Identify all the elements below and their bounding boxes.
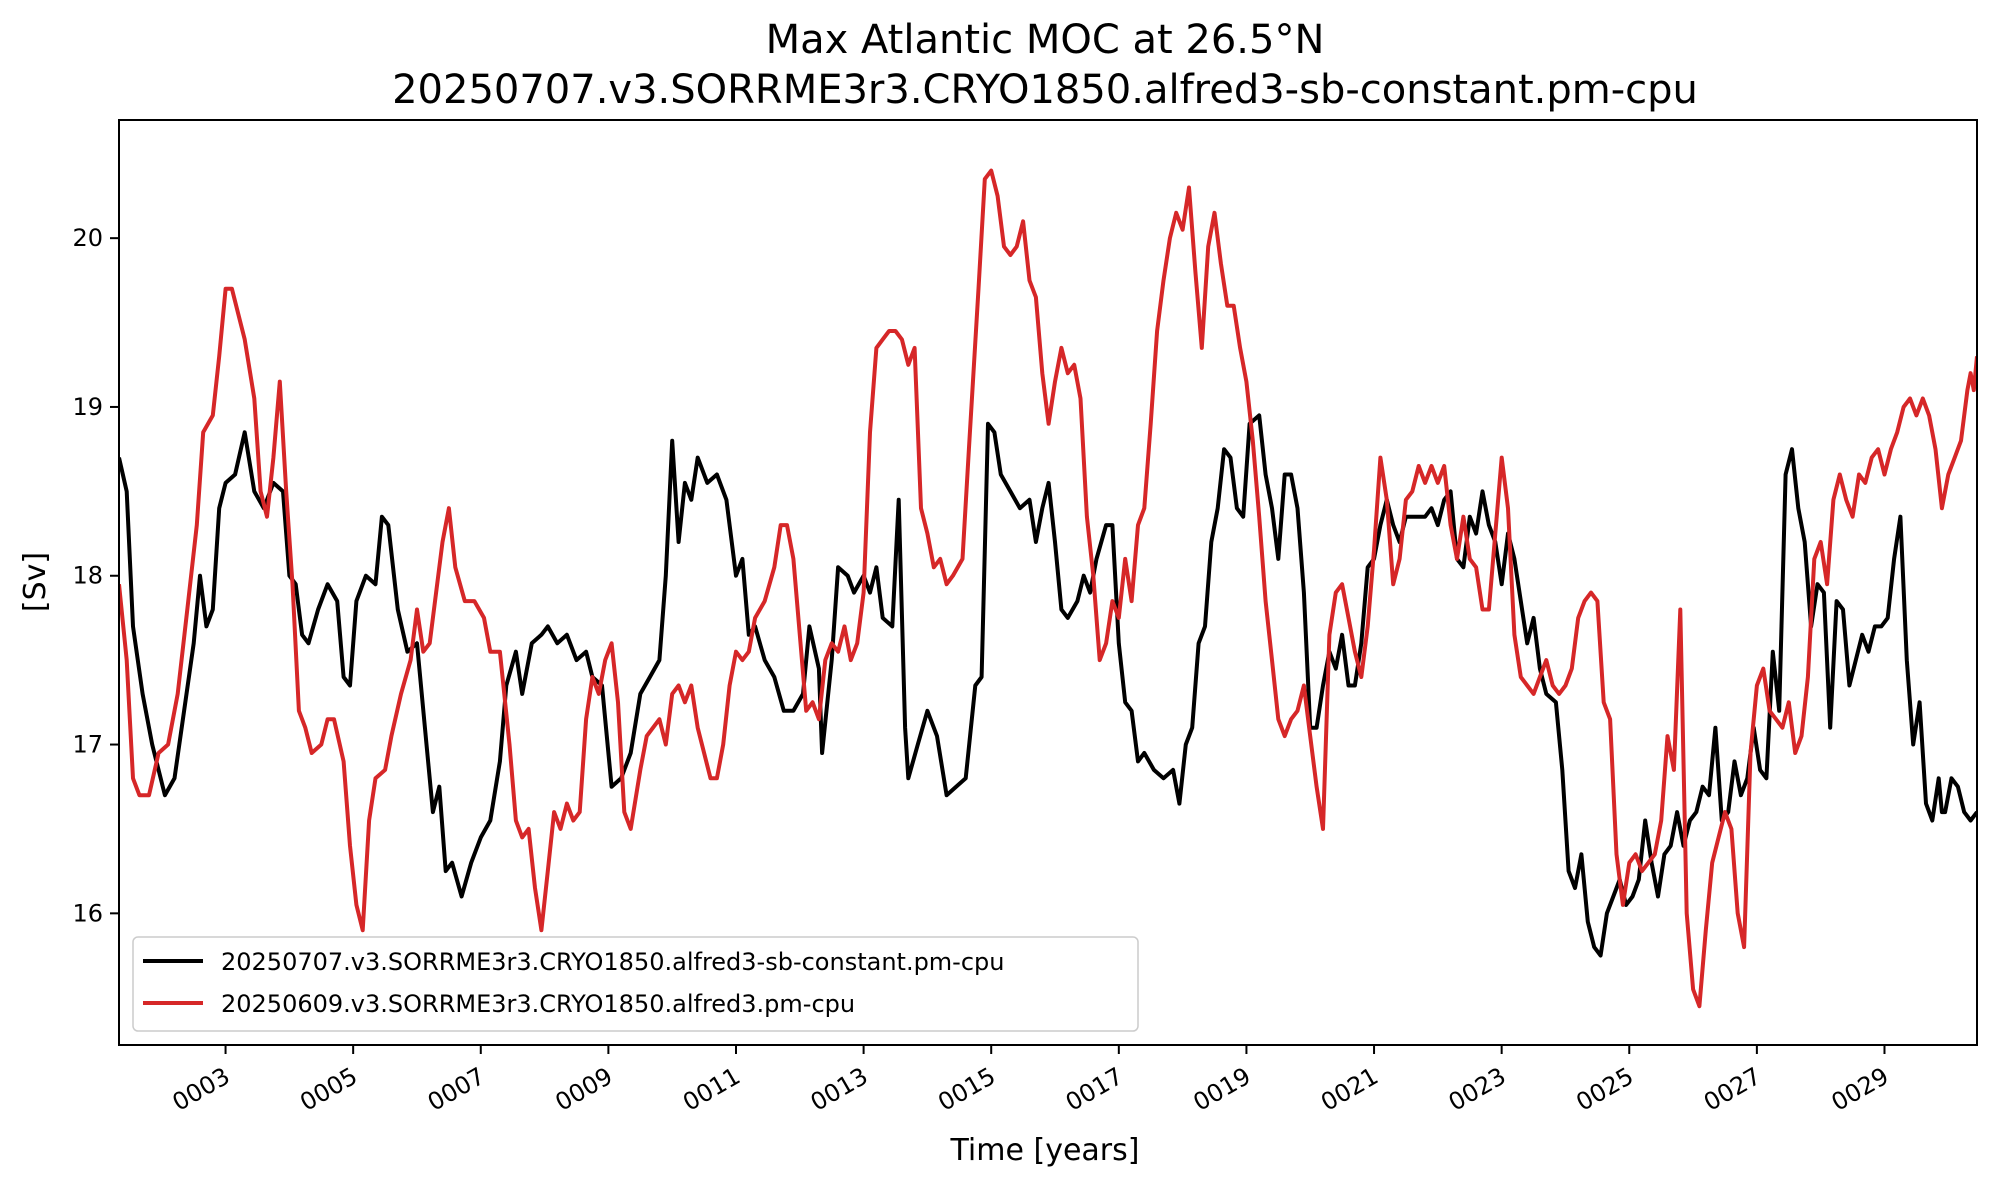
x-axis: 0003 0005 0007 0009 0011 0013 0015 0017 0019 0021…: [168, 1045, 1894, 1117]
series-line-1: [119, 413, 1977, 958]
y-tick-label: 17: [72, 731, 103, 759]
x-tick-label: 0009: [550, 1062, 617, 1117]
y-tick-label: 20: [72, 224, 103, 252]
x-tick-label: 0023: [1444, 1062, 1511, 1117]
legend-label-black: 20250707.v3.SORRME3r3.CRYO1850.alfred3-s…: [221, 948, 1004, 976]
series-line-2: [119, 168, 1977, 1009]
x-tick-label: 0007: [423, 1062, 490, 1117]
x-tick-label: 0005: [295, 1062, 362, 1117]
x-tick-label: 0027: [1699, 1062, 1766, 1117]
x-tick-label: 0019: [1189, 1062, 1256, 1117]
y-axis-label: [Sv]: [18, 552, 53, 612]
plot-frame: [118, 119, 1978, 1046]
y-axis: 16 17 18 19 20: [72, 224, 119, 927]
legend-box: [132, 936, 1139, 1032]
x-tick-label: 0025: [1571, 1062, 1638, 1117]
x-tick-label: 0011: [678, 1062, 745, 1117]
legend-label-red: 20250609.v3.SORRME3r3.CRYO1850.alfred3.p…: [221, 990, 855, 1018]
x-tick-label: 0015: [933, 1062, 1000, 1117]
legend: 20250707.v3.SORRME3r3.CRYO1850.alfred3-s…: [132, 936, 1139, 1032]
plot-area: [119, 168, 1977, 1009]
x-tick-label: 0013: [806, 1062, 873, 1117]
x-tick-label: 0003: [168, 1062, 235, 1117]
y-tick-label: 18: [72, 562, 103, 590]
x-axis-label: Time [years]: [950, 1133, 1140, 1168]
y-tick-label: 16: [72, 899, 103, 927]
chart-subtitle: 20250707.v3.SORRME3r3.CRYO1850.alfred3-s…: [392, 67, 1698, 113]
x-tick-label: 0017: [1061, 1062, 1128, 1117]
x-tick-label: 0021: [1316, 1062, 1383, 1117]
y-tick-label: 19: [72, 393, 103, 421]
chart-title: Max Atlantic MOC at 26.5°N: [766, 17, 1325, 63]
x-tick-label: 0029: [1827, 1062, 1894, 1117]
